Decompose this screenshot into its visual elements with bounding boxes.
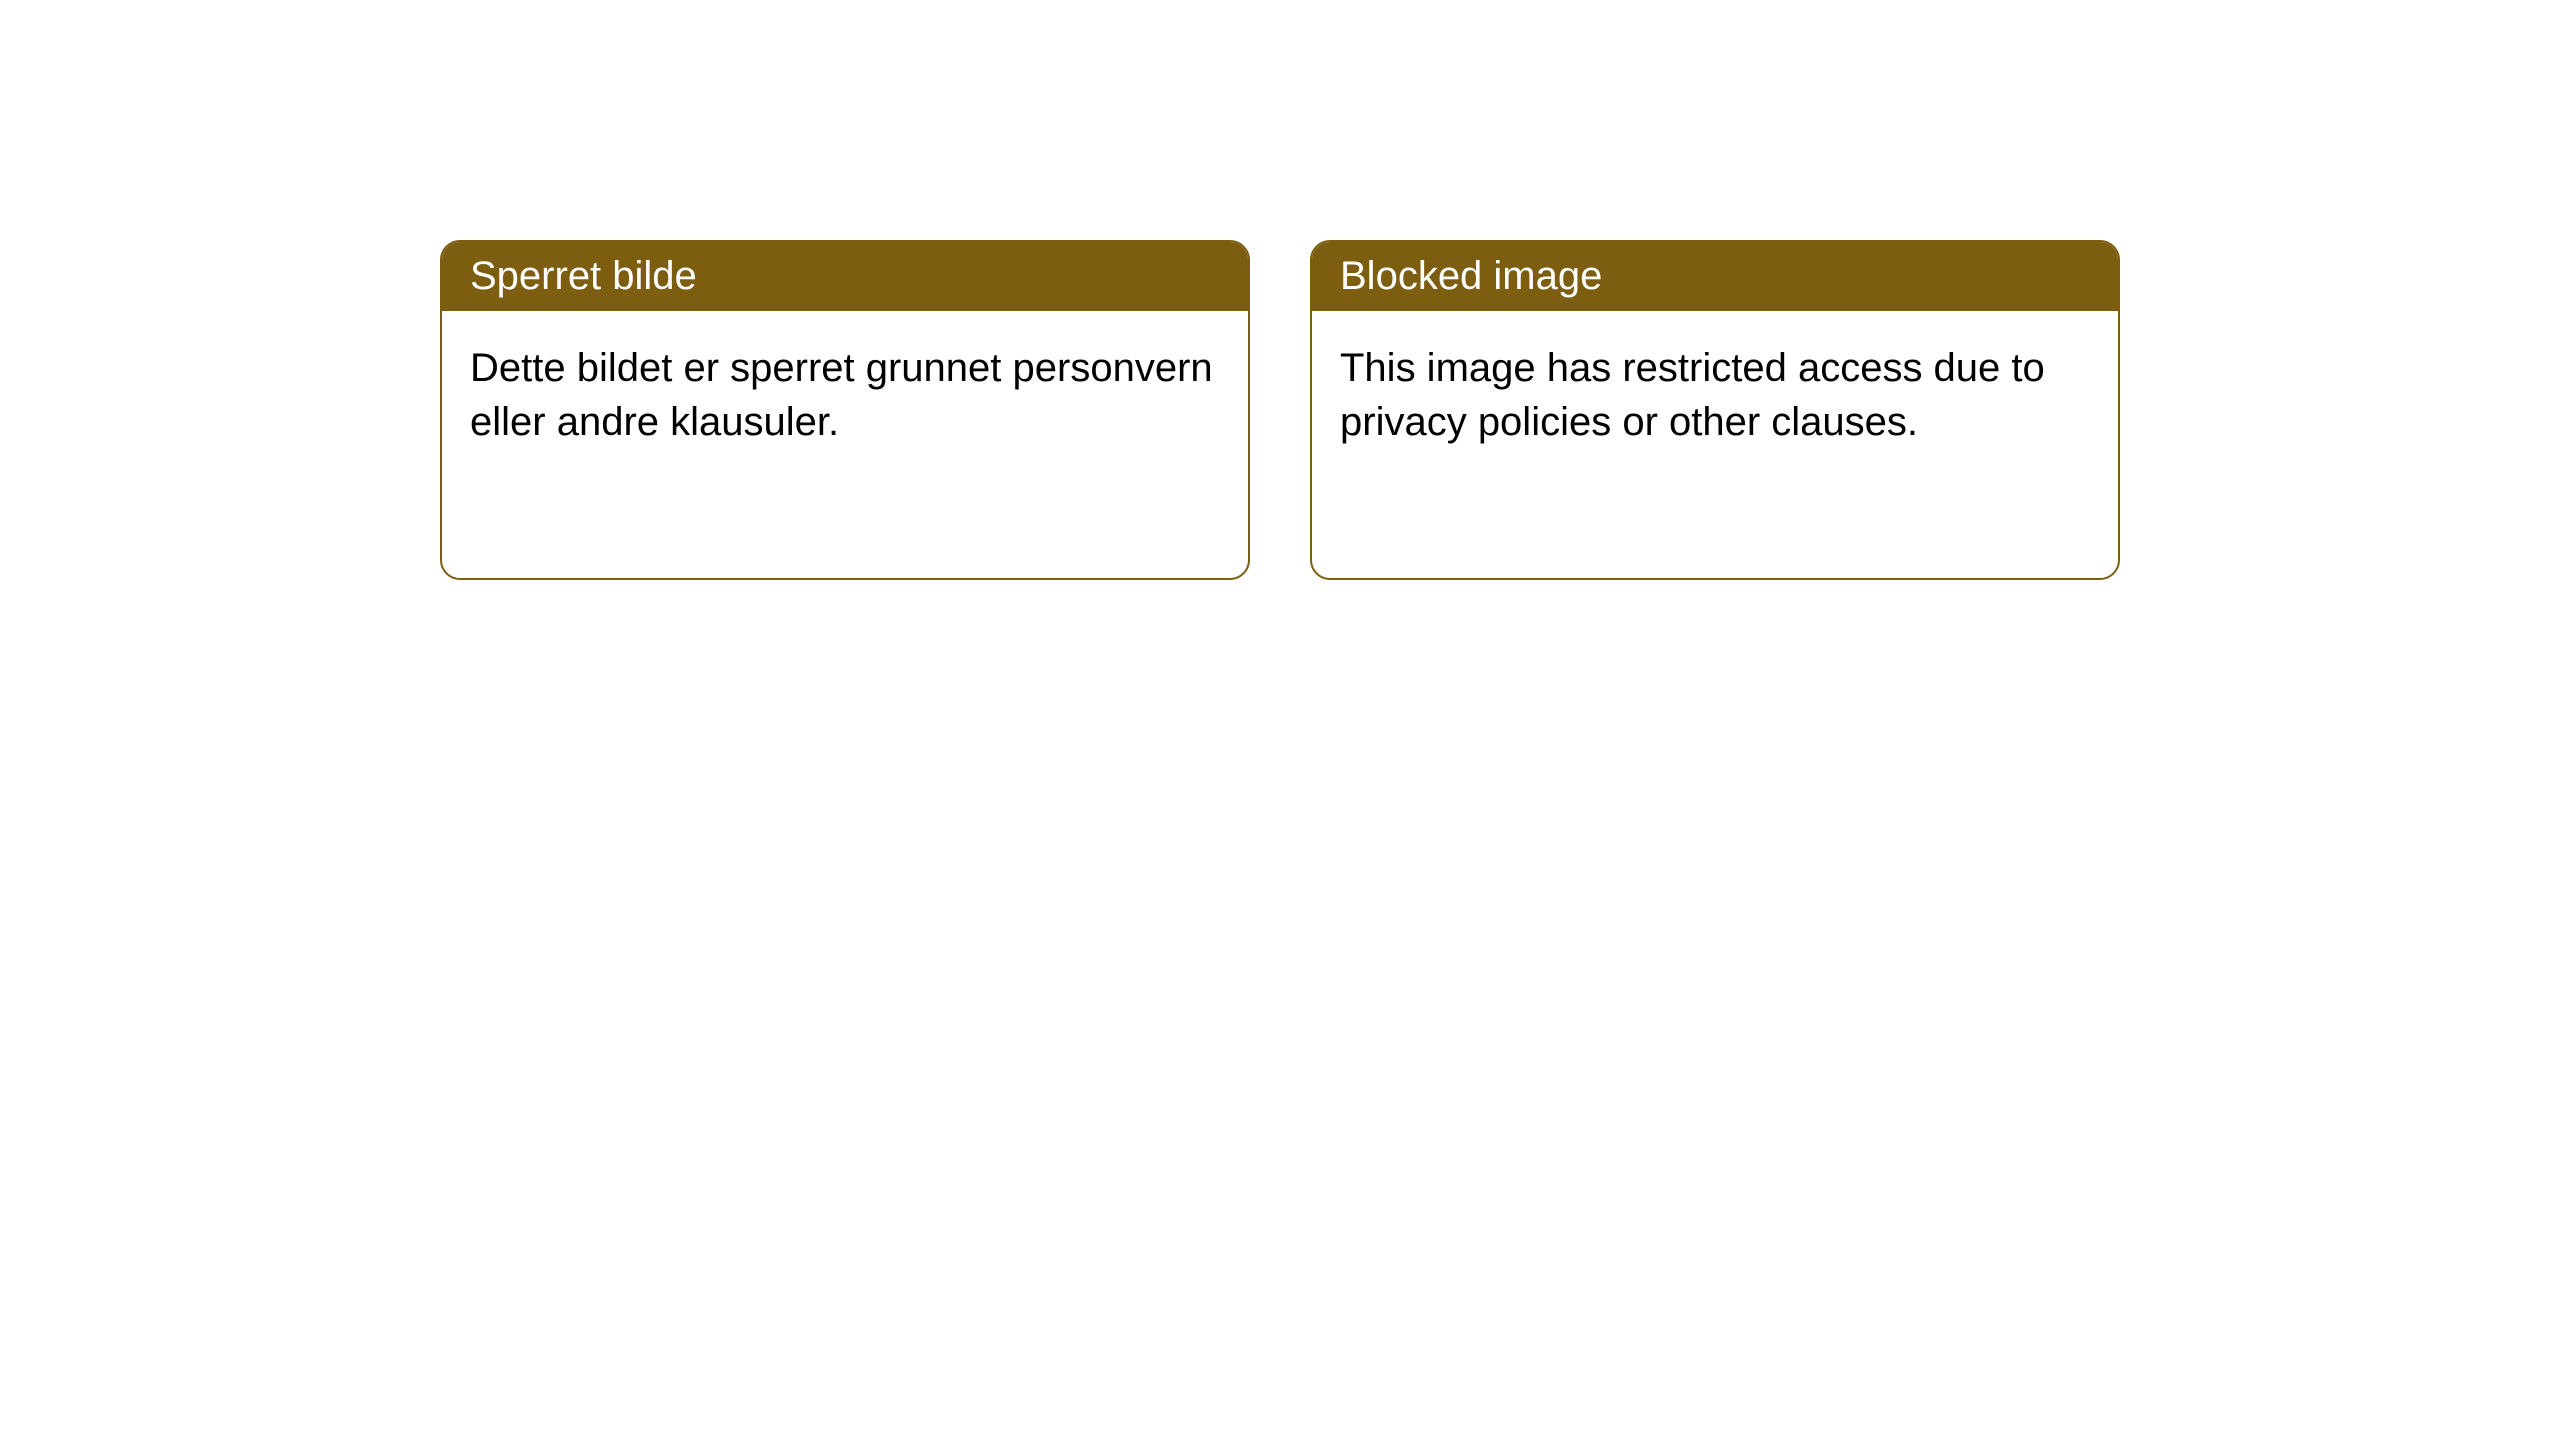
card-header-text: Sperret bilde [470, 254, 697, 298]
blocked-image-card-no: Sperret bilde Dette bildet er sperret gr… [440, 240, 1250, 580]
card-header-no: Sperret bilde [442, 242, 1248, 311]
card-body-en: This image has restricted access due to … [1312, 311, 2118, 479]
card-body-no: Dette bildet er sperret grunnet personve… [442, 311, 1248, 479]
card-body-text: Dette bildet er sperret grunnet personve… [470, 346, 1213, 444]
card-header-text: Blocked image [1340, 254, 1602, 298]
card-body-text: This image has restricted access due to … [1340, 346, 2045, 444]
notice-container: Sperret bilde Dette bildet er sperret gr… [440, 240, 2120, 580]
card-header-en: Blocked image [1312, 242, 2118, 311]
blocked-image-card-en: Blocked image This image has restricted … [1310, 240, 2120, 580]
